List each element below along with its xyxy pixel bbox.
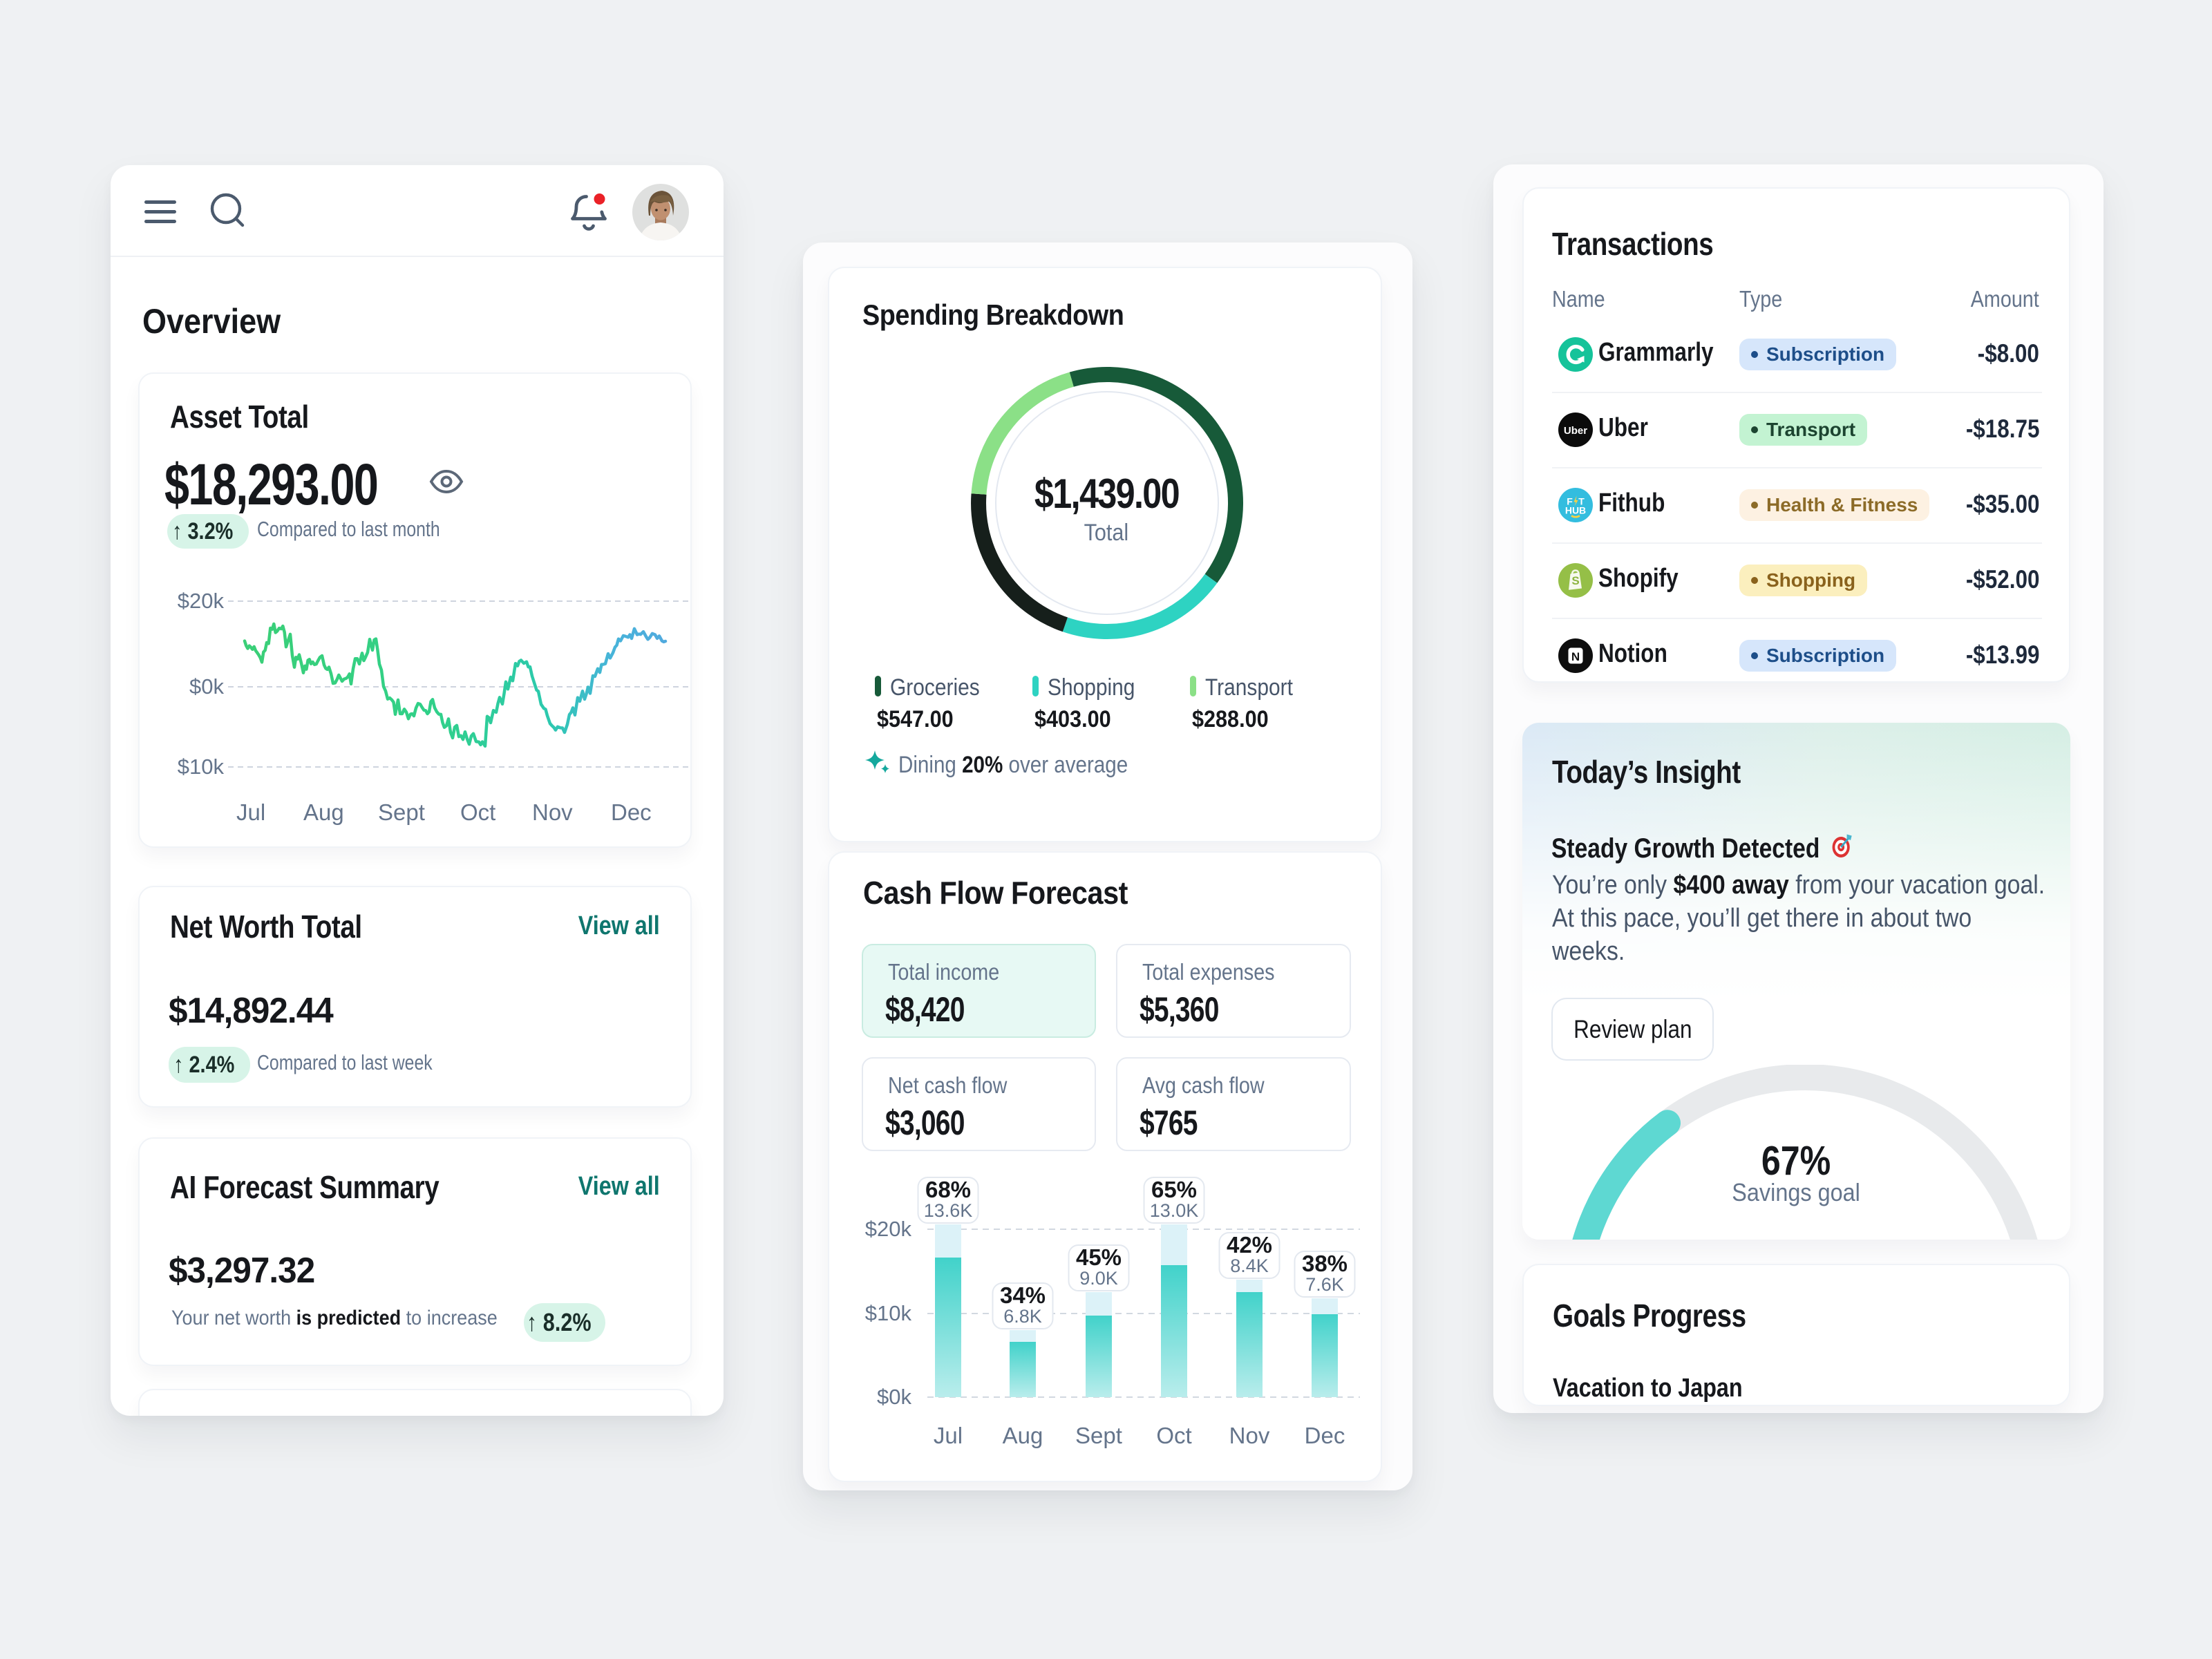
svg-text:N: N — [1571, 650, 1580, 663]
svg-text:6.8K: 6.8K — [1003, 1306, 1042, 1327]
svg-text:T: T — [1578, 496, 1585, 507]
svg-text:7.6K: 7.6K — [1305, 1274, 1344, 1295]
svg-text:Oct: Oct — [1156, 1423, 1191, 1448]
svg-text:$20k: $20k — [865, 1217, 912, 1241]
svg-text:68%: 68% — [925, 1177, 971, 1202]
svg-text:$20k: $20k — [178, 589, 225, 613]
svg-text:Uber: Uber — [1564, 425, 1587, 437]
svg-text:34%: 34% — [1000, 1282, 1046, 1308]
svg-text:45%: 45% — [1076, 1244, 1122, 1270]
svg-text:42%: 42% — [1227, 1232, 1272, 1258]
svg-text:Aug: Aug — [1003, 1423, 1043, 1448]
svg-text:Sept: Sept — [1075, 1423, 1122, 1448]
svg-text:Dec: Dec — [1305, 1423, 1345, 1448]
svg-text:38%: 38% — [1302, 1251, 1348, 1276]
svg-text:$0k: $0k — [877, 1385, 911, 1409]
svg-text:Nov: Nov — [1229, 1423, 1270, 1448]
svg-text:F: F — [1567, 496, 1573, 507]
svg-text:9.0K: 9.0K — [1079, 1268, 1118, 1289]
svg-text:13.6K: 13.6K — [924, 1200, 973, 1221]
svg-text:$10k: $10k — [178, 755, 225, 779]
svg-text:$0k: $0k — [189, 674, 224, 699]
svg-text:65%: 65% — [1151, 1177, 1197, 1202]
svg-text:HUB: HUB — [1565, 505, 1586, 516]
svg-text:Jul: Jul — [934, 1423, 963, 1448]
svg-text:S: S — [1571, 574, 1579, 587]
svg-text:8.4K: 8.4K — [1230, 1255, 1269, 1276]
svg-text:$10k: $10k — [865, 1301, 912, 1325]
svg-text:13.0K: 13.0K — [1150, 1200, 1199, 1221]
